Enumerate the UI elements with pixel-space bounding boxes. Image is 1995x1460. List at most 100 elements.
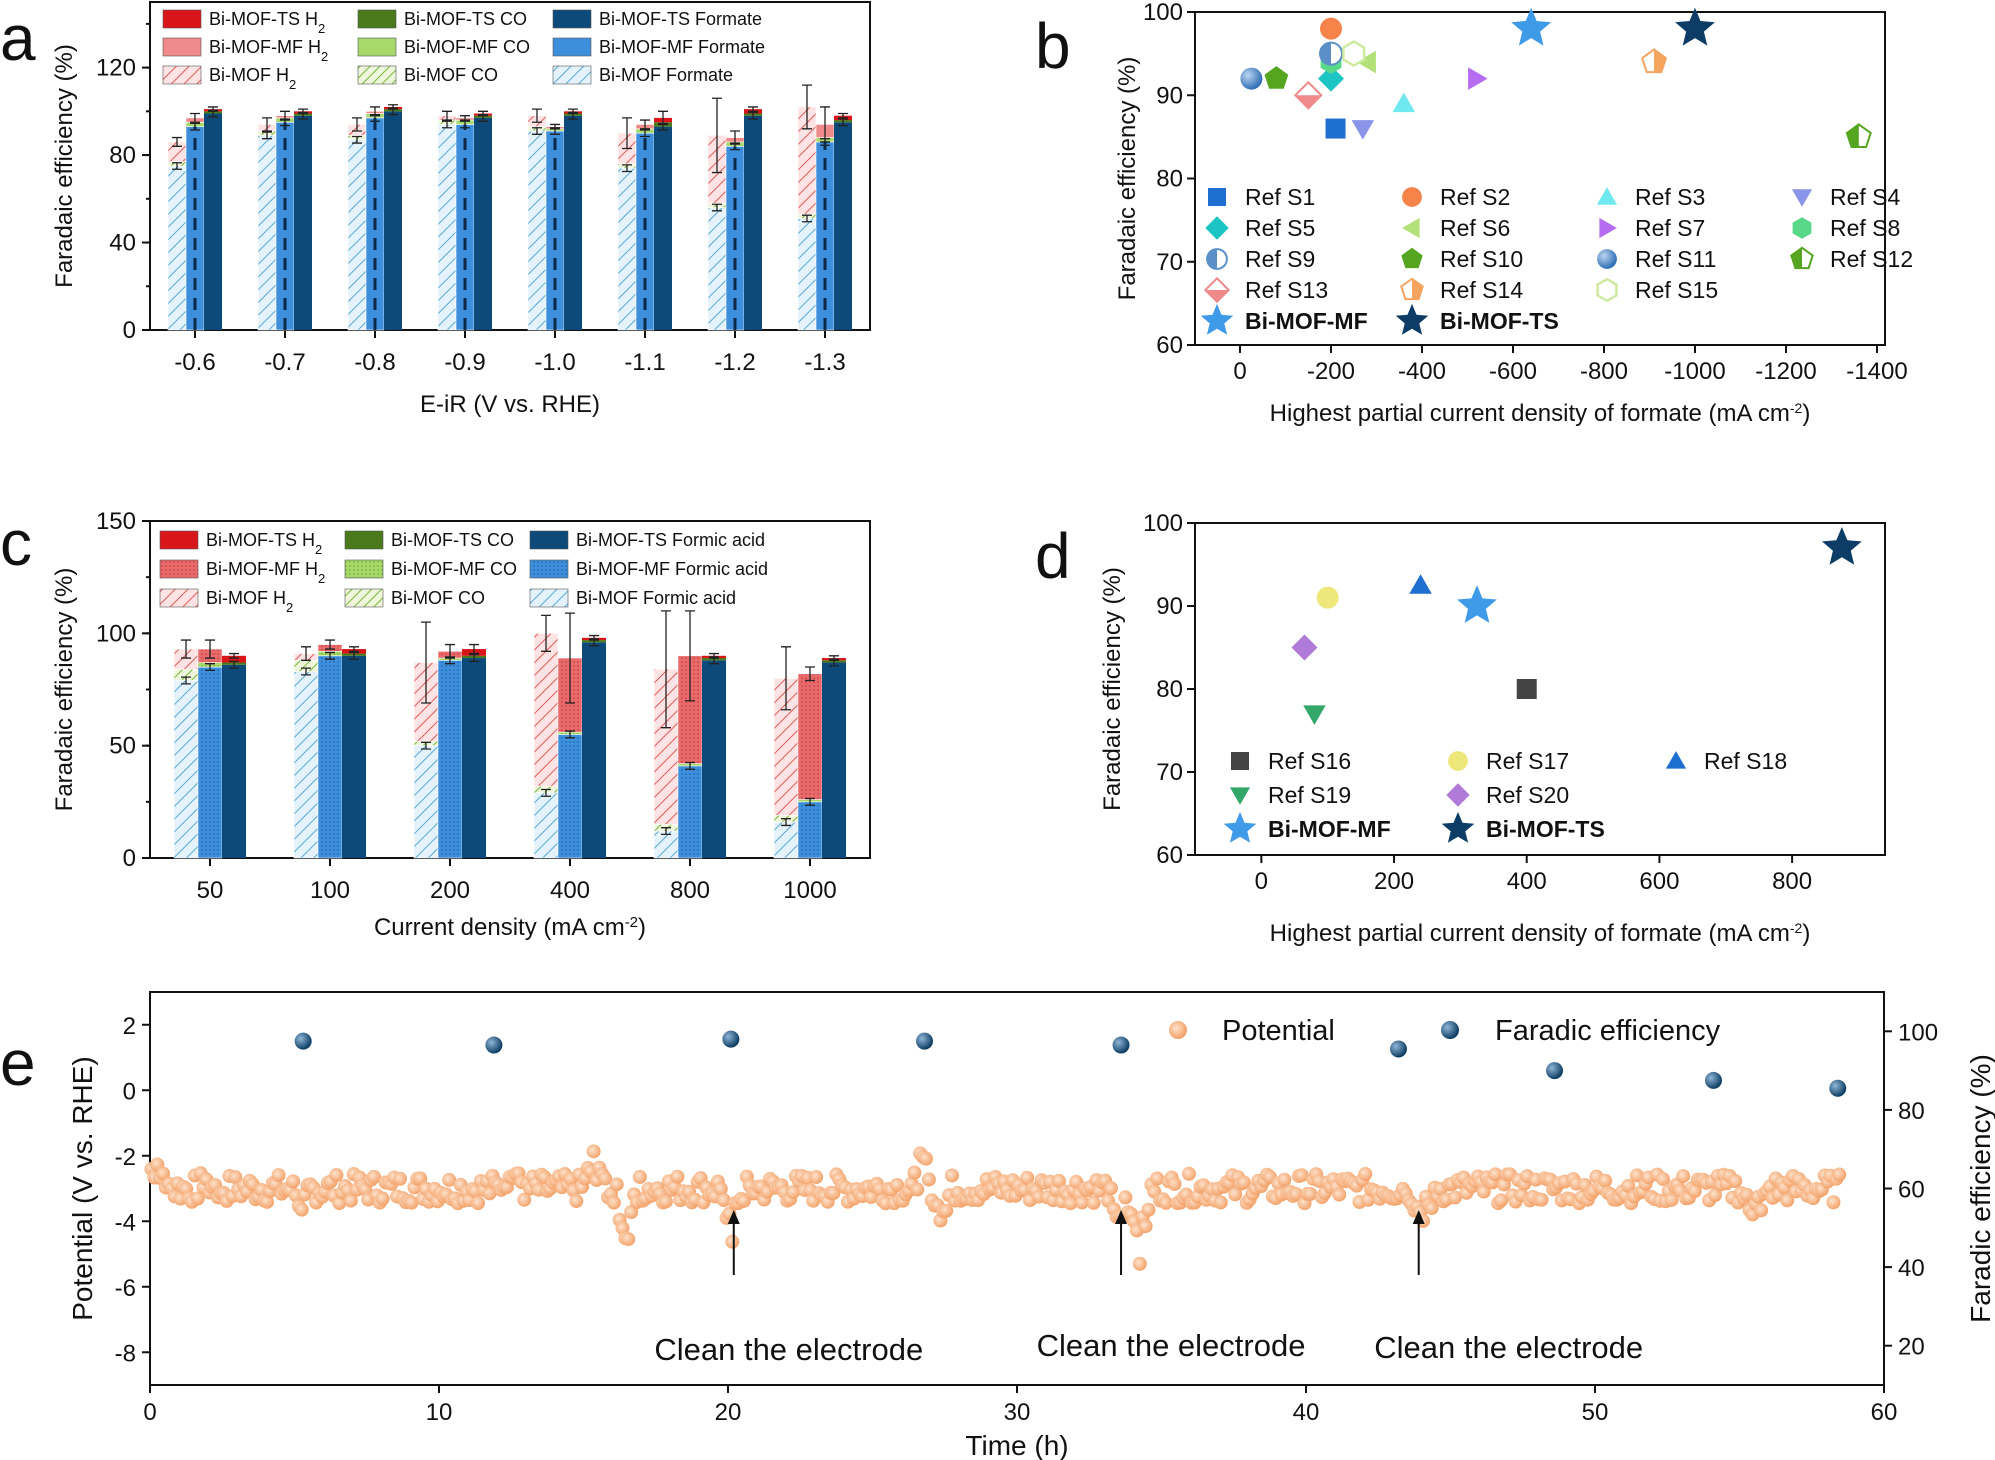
potential-point — [260, 1194, 275, 1209]
potential-point — [294, 1202, 309, 1217]
error-bar-formate — [388, 107, 398, 116]
y-tick-label: -8 — [115, 1340, 136, 1367]
legend-label: Bi-MOF Formate — [599, 65, 733, 85]
x-tick-label: -600 — [1489, 358, 1537, 385]
error-bar — [205, 639, 215, 659]
potential-point — [1051, 1173, 1066, 1188]
bar-Bi-MOF-formate — [653, 830, 679, 859]
data-point-ref-s20 — [1291, 634, 1318, 661]
potential-point — [1447, 1190, 1462, 1205]
error-bar — [712, 97, 722, 174]
potential-point — [1236, 1175, 1251, 1190]
y-axis-title: Faradaic efficiency (%) — [51, 44, 78, 288]
data-point-ref-s17-shape — [1316, 586, 1339, 609]
potential-point — [1676, 1169, 1691, 1184]
legend-marker-icon-shape — [1791, 189, 1813, 207]
error-bar-formate — [421, 741, 431, 750]
error-bar — [349, 646, 359, 652]
potential-point — [1598, 1173, 1613, 1188]
x-axis-title-end: ) — [1802, 920, 1810, 947]
potential-point — [598, 1171, 613, 1186]
x-axis-title: Time (h) — [965, 1430, 1068, 1460]
data-point-ref-s12-fill — [1846, 124, 1859, 147]
potential-point — [1150, 1171, 1165, 1186]
potential-point — [482, 1186, 497, 1201]
error-bar — [748, 106, 758, 112]
data-point-ref-s7 — [1468, 67, 1488, 90]
legend-marker-icon — [1441, 1021, 1459, 1039]
y-tick-label: 150 — [96, 508, 136, 535]
error-bar-formate — [349, 651, 359, 660]
legend-marker-icon — [1223, 811, 1257, 843]
bar-Bi-MOF-TS-formate — [294, 115, 312, 330]
data-point-ref-s7-shape — [1468, 67, 1488, 90]
x-tick-label: -0.8 — [354, 349, 395, 376]
data-point-ref-s15-shape — [1342, 40, 1366, 68]
error-bar — [541, 614, 551, 652]
legend-label: Bi-MOF-MF H2 — [209, 37, 328, 64]
potential-point — [713, 1181, 728, 1196]
potential-point — [569, 1194, 584, 1209]
y-tick-label: 70 — [1156, 249, 1183, 276]
data-point-ref-s12 — [1845, 123, 1872, 148]
error-bar — [661, 610, 671, 729]
potential-point — [1424, 1201, 1439, 1216]
potential-point — [228, 1170, 243, 1185]
error-bar — [229, 652, 239, 659]
potential-point — [609, 1177, 624, 1192]
data-point-ref-s16-shape — [1516, 679, 1537, 699]
x-tick-label: 30 — [1004, 1399, 1031, 1426]
legend-label: Ref S3 — [1635, 184, 1705, 210]
legend-marker-icon — [1229, 787, 1251, 805]
potential-point — [413, 1171, 428, 1186]
annotation-arrow-head — [1115, 1210, 1128, 1224]
legend-label: Bi-MOF CO — [391, 588, 485, 608]
data-point-ref-s14 — [1641, 48, 1668, 74]
bar-Bi-MOF-TS-formate — [462, 658, 486, 858]
y-tick-label: 60 — [1156, 332, 1183, 359]
potential-point — [1494, 1193, 1509, 1208]
legend-marker-icon — [1448, 751, 1468, 771]
legend-label: Bi-MOF-MF — [1245, 308, 1368, 334]
fe-point — [916, 1032, 934, 1050]
legend-marker-icon-shape — [1229, 787, 1251, 805]
x-tick-label: -1.3 — [804, 349, 845, 376]
legend-label: Ref S13 — [1245, 277, 1328, 303]
legend-marker-icon-shape — [1441, 811, 1475, 843]
bar-Bi-MOF-formate — [533, 792, 559, 859]
y-right-tick-label: 60 — [1898, 1177, 1925, 1204]
x-tick-label: 20 — [715, 1399, 742, 1426]
panel-d-chart: 60 70 80 90 100 0 200 400 600 800 Ref S16 Ref S17 Re… — [1099, 510, 1886, 947]
x-tick-label: 50 — [1582, 1399, 1609, 1426]
potential-point — [809, 1170, 824, 1185]
legend-label: Bi-MOF-MF — [1268, 816, 1391, 842]
legend-marker-icon-shape — [1200, 303, 1234, 335]
potential-point — [586, 1144, 601, 1159]
potential-point — [1132, 1256, 1147, 1271]
y-tick-label: 0 — [123, 845, 136, 872]
legend-marker-icon-fill — [1205, 290, 1229, 302]
data-point-ref-s18-shape — [1409, 574, 1432, 594]
potential-point — [1063, 1196, 1078, 1211]
potential-point — [1141, 1202, 1156, 1217]
legend-label: Ref S19 — [1268, 782, 1351, 808]
y-tick-label: 100 — [96, 620, 136, 647]
error-bar-formate — [229, 660, 239, 669]
potential-point — [1158, 1195, 1173, 1210]
error-bar — [532, 108, 542, 123]
potential-point — [190, 1191, 205, 1206]
legend-label: Bi-MOF-MF H2 — [206, 559, 325, 586]
legend-swatch — [357, 9, 397, 29]
legend-marker-icon-shape — [1665, 751, 1687, 769]
error-bar — [421, 621, 431, 704]
legend-marker-icon-shape — [1402, 217, 1420, 239]
x-axis-title-superscript: -2 — [1790, 920, 1803, 936]
legend-label: Ref S11 — [1635, 246, 1716, 272]
legend-marker-icon — [1402, 187, 1422, 207]
x-tick-label: 50 — [197, 877, 224, 904]
error-bar-formate — [748, 111, 758, 120]
error-bar-formate — [661, 827, 671, 836]
potential-point — [658, 1194, 673, 1209]
bar-Bi-MOF-TS-formate — [582, 642, 606, 858]
data-point-bi-mof-mf — [1457, 585, 1497, 623]
